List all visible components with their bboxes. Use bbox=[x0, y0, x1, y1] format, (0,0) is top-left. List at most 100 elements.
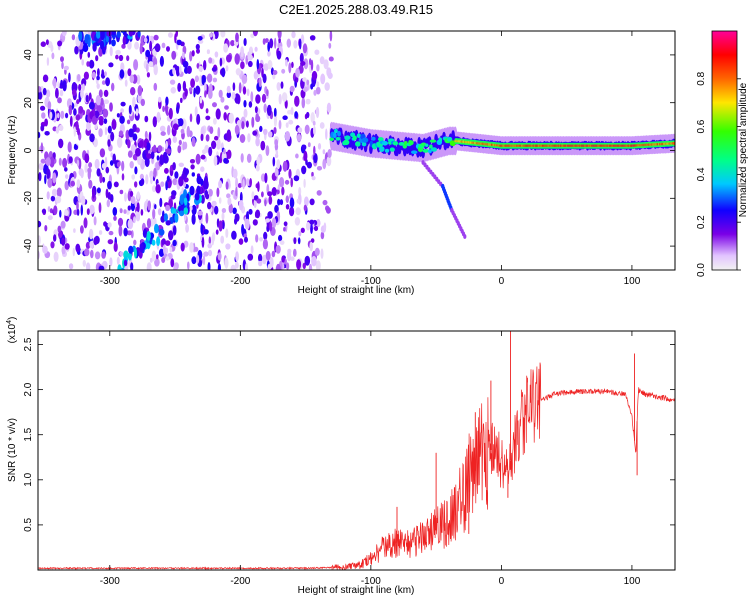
noise-cell bbox=[161, 238, 166, 246]
streak-cell bbox=[184, 168, 190, 176]
noise-cell bbox=[80, 89, 84, 99]
noise-cell bbox=[310, 223, 313, 234]
noise-cell bbox=[153, 34, 159, 41]
noise-cell bbox=[218, 89, 223, 98]
noise-cell bbox=[287, 250, 292, 262]
streak-cell bbox=[116, 31, 121, 38]
noise-cell bbox=[223, 148, 226, 155]
noise-cell bbox=[315, 86, 321, 95]
noise-cell bbox=[159, 125, 166, 132]
noise-cell bbox=[84, 248, 90, 257]
noise-cell bbox=[98, 265, 105, 270]
streak-cell bbox=[122, 25, 127, 31]
noise-cell bbox=[190, 78, 196, 88]
noise-cell bbox=[165, 256, 170, 261]
noise-cell bbox=[59, 209, 62, 218]
noise-cell bbox=[257, 181, 260, 192]
noise-cell bbox=[146, 262, 152, 270]
noise-cell bbox=[52, 78, 56, 87]
noise-cell bbox=[279, 240, 285, 246]
y-tick-label: 20 bbox=[23, 97, 34, 109]
snr-line-group bbox=[38, 331, 675, 570]
signal-core bbox=[408, 140, 414, 146]
noise-cell bbox=[220, 96, 225, 103]
noise-cell bbox=[251, 191, 255, 200]
noise-cell bbox=[293, 40, 298, 49]
signal-core bbox=[332, 132, 337, 139]
noise-cell bbox=[131, 174, 135, 180]
noise-cell bbox=[258, 260, 263, 267]
streak-cell bbox=[164, 167, 169, 174]
noise-cell bbox=[212, 102, 217, 108]
noise-cell bbox=[104, 71, 107, 77]
noise-cell bbox=[135, 213, 141, 222]
noise-cell bbox=[189, 51, 193, 62]
noise-cell bbox=[293, 248, 297, 257]
noise-cell bbox=[72, 247, 76, 257]
noise-cell bbox=[240, 61, 245, 70]
noise-cell bbox=[253, 199, 257, 208]
noise-cell bbox=[151, 185, 157, 193]
noise-cell bbox=[267, 263, 272, 270]
noise-cell bbox=[178, 118, 184, 127]
streak-cell bbox=[205, 193, 210, 200]
noise-cell bbox=[72, 83, 78, 92]
noise-cell bbox=[284, 131, 291, 142]
noise-cell bbox=[170, 194, 176, 200]
streak-cell bbox=[189, 185, 195, 196]
noise-cell bbox=[76, 208, 80, 216]
noise-cell bbox=[243, 38, 247, 46]
noise-cell bbox=[93, 237, 98, 246]
noise-cell bbox=[162, 105, 166, 112]
noise-cell bbox=[173, 265, 177, 270]
noise-cell bbox=[179, 66, 182, 75]
noise-cell bbox=[202, 255, 206, 266]
snr-y-ticks: 0.5 1.0 1.5 2.0 2.5 bbox=[23, 337, 675, 532]
noise-cell bbox=[146, 72, 150, 78]
signal-core bbox=[337, 130, 341, 137]
noise-cell bbox=[101, 69, 104, 76]
noise-cell bbox=[278, 93, 282, 105]
noise-cell bbox=[165, 96, 169, 106]
noise-cell bbox=[161, 42, 166, 49]
noise-cell bbox=[325, 128, 328, 140]
noise-cell bbox=[211, 200, 217, 207]
streak-cell bbox=[100, 40, 105, 50]
noise-cell bbox=[137, 85, 143, 97]
colorbar-ticks: 0.0 0.2 0.4 0.6 0.8 bbox=[696, 71, 741, 277]
noise-cell bbox=[117, 136, 123, 148]
noise-cell bbox=[299, 52, 304, 64]
streak-cell bbox=[137, 31, 141, 38]
noise-cell bbox=[304, 124, 310, 135]
noise-cell bbox=[255, 137, 260, 147]
noise-cell bbox=[130, 87, 136, 96]
noise-cell bbox=[94, 251, 101, 260]
signal-core bbox=[428, 149, 432, 154]
noise-cell bbox=[310, 238, 315, 244]
noise-cell bbox=[286, 262, 290, 270]
noise-cell bbox=[120, 108, 124, 114]
noise-cell bbox=[152, 208, 156, 220]
noise-cell bbox=[88, 162, 93, 168]
streak-cell bbox=[183, 189, 188, 199]
noise-cell bbox=[56, 187, 62, 198]
noise-cell bbox=[126, 119, 131, 125]
noise-cell bbox=[143, 37, 148, 43]
noise-cell bbox=[140, 209, 144, 216]
noise-cell bbox=[41, 112, 46, 119]
x-tick-label: -200 bbox=[230, 276, 250, 287]
noise-cell bbox=[223, 43, 229, 53]
streak-cell bbox=[146, 230, 151, 241]
noise-cell bbox=[278, 37, 281, 44]
noise-cell bbox=[92, 188, 95, 199]
noise-cell bbox=[184, 88, 188, 97]
noise-cell bbox=[208, 32, 213, 38]
noise-cell bbox=[137, 154, 142, 166]
noise-cell bbox=[149, 40, 153, 52]
noise-cell bbox=[120, 62, 125, 72]
noise-cell bbox=[112, 153, 116, 164]
noise-cell bbox=[224, 257, 229, 269]
noise-cell bbox=[55, 195, 62, 204]
streak-cell bbox=[196, 185, 201, 195]
x-tick-label: 0 bbox=[499, 276, 505, 287]
